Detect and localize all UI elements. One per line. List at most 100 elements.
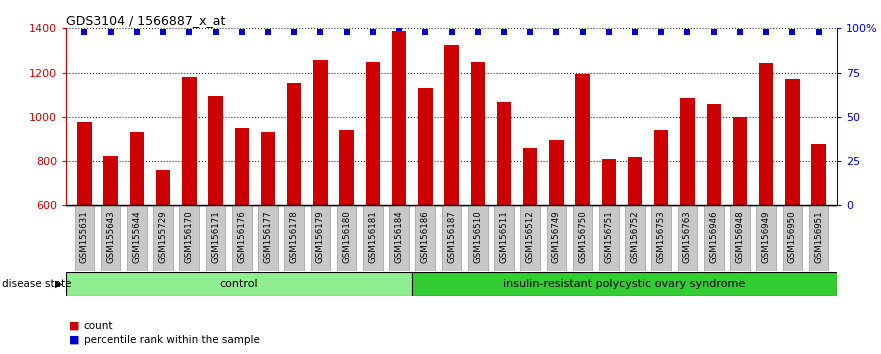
Bar	[680, 98, 695, 205]
Bar	[628, 156, 642, 205]
Bar	[523, 148, 537, 205]
Point	[733, 29, 747, 35]
Bar	[156, 170, 170, 205]
Bar	[707, 103, 721, 205]
FancyBboxPatch shape	[626, 205, 645, 271]
Point	[339, 29, 353, 35]
Point	[470, 29, 485, 35]
FancyBboxPatch shape	[153, 205, 173, 271]
FancyBboxPatch shape	[677, 205, 698, 271]
Point	[811, 29, 825, 35]
Bar	[103, 155, 118, 205]
Bar	[234, 128, 249, 205]
Text: GSM155643: GSM155643	[106, 211, 115, 263]
Point	[156, 29, 170, 35]
Point	[287, 29, 301, 35]
Text: GSM155644: GSM155644	[132, 211, 141, 263]
Text: GSM156512: GSM156512	[526, 211, 535, 263]
Point	[234, 29, 248, 35]
Point	[392, 25, 406, 31]
Bar	[261, 132, 275, 205]
Text: GSM156950: GSM156950	[788, 211, 797, 263]
Text: GSM156187: GSM156187	[447, 211, 456, 263]
Point	[261, 29, 275, 35]
Text: insulin-resistant polycystic ovary syndrome: insulin-resistant polycystic ovary syndr…	[503, 279, 745, 289]
Text: GSM156181: GSM156181	[368, 211, 377, 263]
Bar	[314, 61, 328, 205]
Text: ■: ■	[69, 321, 79, 331]
Text: GSM155631: GSM155631	[80, 211, 89, 263]
Text: GSM156510: GSM156510	[473, 211, 482, 263]
Point	[759, 29, 774, 35]
FancyBboxPatch shape	[100, 205, 121, 271]
FancyBboxPatch shape	[782, 205, 803, 271]
Text: GSM156184: GSM156184	[395, 211, 403, 263]
Bar	[182, 77, 196, 205]
Point	[366, 29, 380, 35]
Text: control: control	[219, 279, 258, 289]
Point	[707, 29, 721, 35]
Text: ▶: ▶	[55, 279, 63, 289]
Text: GSM156511: GSM156511	[500, 211, 508, 263]
FancyBboxPatch shape	[521, 205, 540, 271]
Point	[104, 29, 118, 35]
FancyBboxPatch shape	[205, 205, 226, 271]
Bar	[654, 130, 669, 205]
Point	[523, 29, 537, 35]
FancyBboxPatch shape	[494, 205, 514, 271]
Bar	[785, 79, 800, 205]
Bar	[130, 132, 144, 205]
Bar	[470, 62, 485, 205]
FancyBboxPatch shape	[651, 205, 671, 271]
Bar	[549, 140, 564, 205]
Text: GSM156179: GSM156179	[316, 211, 325, 263]
Bar	[208, 96, 223, 205]
FancyBboxPatch shape	[311, 205, 330, 271]
FancyBboxPatch shape	[730, 205, 750, 271]
Point	[78, 29, 92, 35]
Text: disease state: disease state	[2, 279, 71, 289]
FancyBboxPatch shape	[363, 205, 382, 271]
FancyBboxPatch shape	[468, 205, 487, 271]
Text: percentile rank within the sample: percentile rank within the sample	[84, 335, 260, 345]
Point	[209, 29, 223, 35]
Bar	[811, 144, 825, 205]
Bar	[575, 74, 589, 205]
Point	[575, 29, 589, 35]
Text: count: count	[84, 321, 113, 331]
Text: GSM156170: GSM156170	[185, 211, 194, 263]
FancyBboxPatch shape	[411, 272, 837, 296]
FancyBboxPatch shape	[337, 205, 357, 271]
FancyBboxPatch shape	[285, 205, 304, 271]
FancyBboxPatch shape	[389, 205, 409, 271]
Text: GSM156176: GSM156176	[237, 211, 247, 263]
Bar	[287, 82, 301, 205]
FancyBboxPatch shape	[809, 205, 828, 271]
Bar	[392, 30, 406, 205]
Point	[628, 29, 642, 35]
FancyBboxPatch shape	[258, 205, 278, 271]
Bar	[759, 63, 774, 205]
Text: GSM156948: GSM156948	[736, 211, 744, 263]
FancyBboxPatch shape	[127, 205, 147, 271]
Bar	[418, 88, 433, 205]
Bar	[366, 62, 380, 205]
Text: GSM156946: GSM156946	[709, 211, 718, 263]
Text: GSM156752: GSM156752	[631, 211, 640, 263]
Point	[655, 29, 669, 35]
Text: GSM156951: GSM156951	[814, 211, 823, 263]
Text: GSM156177: GSM156177	[263, 211, 272, 263]
FancyBboxPatch shape	[704, 205, 723, 271]
Text: GSM156178: GSM156178	[290, 211, 299, 263]
Bar	[339, 130, 354, 205]
Text: GSM156763: GSM156763	[683, 211, 692, 263]
Text: GSM156186: GSM156186	[421, 211, 430, 263]
Point	[497, 29, 511, 35]
Text: ■: ■	[69, 335, 79, 345]
Point	[785, 29, 799, 35]
FancyBboxPatch shape	[416, 205, 435, 271]
Point	[444, 29, 458, 35]
Bar	[78, 122, 92, 205]
Point	[550, 29, 564, 35]
Text: GSM156749: GSM156749	[552, 211, 561, 263]
